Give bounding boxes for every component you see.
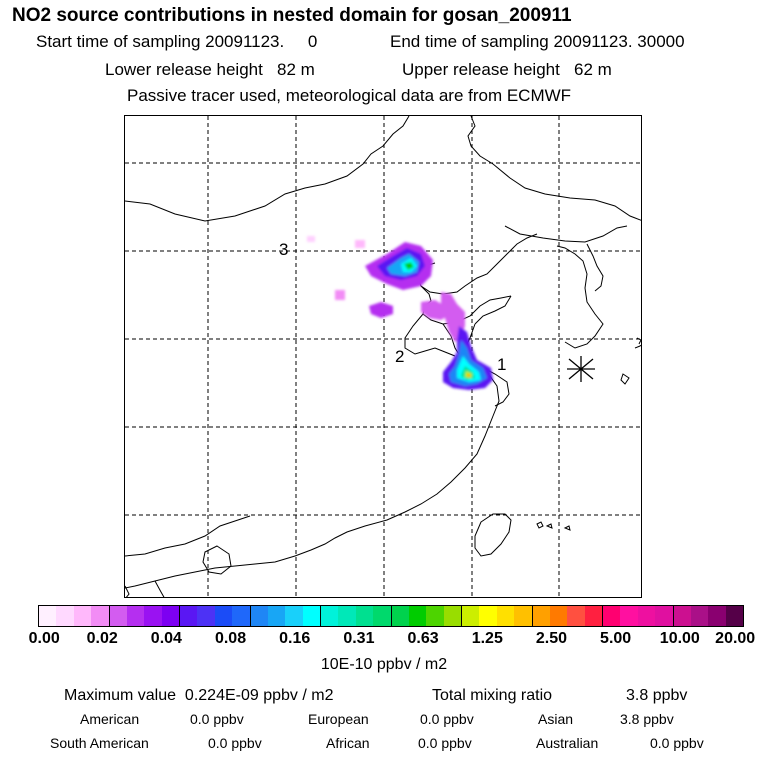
colorbar-cell — [532, 606, 550, 626]
colorbar-cell — [285, 606, 303, 626]
colorbar-cell — [620, 606, 638, 626]
colorbar-cell — [267, 606, 286, 626]
map-title: NO2 source contributions in nested domai… — [12, 5, 572, 26]
colorbar-cell — [637, 606, 656, 626]
sampling-end: End time of sampling 20091123. 30000 — [390, 32, 685, 51]
colorbar-tick-label: 0.04 — [150, 630, 182, 647]
colorbar-cell — [180, 606, 198, 626]
lat-lon-grid — [125, 116, 641, 597]
colorbar-cell — [338, 606, 356, 626]
colorbar-cell — [144, 606, 162, 626]
colorbar-cell — [250, 606, 268, 626]
map-canvas: 1 2 3 — [125, 116, 641, 597]
colorbar-tick-label: 0.31 — [343, 630, 375, 647]
colorbar-unit: 10E-10 ppbv / m2 — [320, 656, 448, 673]
colorbar-cell — [549, 606, 568, 626]
colorbar-tick-label: 20.00 — [715, 630, 756, 647]
colorbar-cell — [725, 606, 743, 626]
colorbar-cell — [355, 606, 374, 626]
colorbar-cell — [161, 606, 180, 626]
colorbar-cell — [214, 606, 233, 626]
colorbar-cell — [321, 606, 339, 626]
source-label-3: 3 — [279, 240, 288, 259]
region-african-name: African — [326, 735, 370, 751]
region-american-name: American — [80, 711, 140, 727]
total-mixing-label: Total mixing ratio — [432, 687, 553, 704]
total-mixing-value: 3.8 ppbv — [626, 687, 688, 704]
region-south-american-value: 0.0 ppbv — [208, 735, 262, 751]
colorbar-cell — [584, 606, 603, 626]
colorbar-cell — [91, 606, 110, 626]
colorbar-tick-label: 0.02 — [86, 630, 118, 647]
colorbar-tick-label: 0.08 — [214, 630, 247, 647]
colorbar-cell — [708, 606, 726, 626]
colorbar-tick-label: 0.63 — [407, 630, 439, 647]
colorbar-cell — [73, 606, 92, 626]
colorbar-cell — [197, 606, 215, 626]
colorbar-tick-label: 2.50 — [535, 630, 568, 647]
colorbar-cell — [109, 606, 127, 626]
colorbar-cell — [373, 606, 392, 626]
colorbar-cell — [39, 606, 57, 626]
sampling-start: Start time of sampling 20091123. 0 — [36, 32, 318, 51]
colorbar-tick-label: 0.16 — [279, 630, 311, 647]
region-european-name: European — [308, 711, 369, 727]
colorbar-tick-label: 5.00 — [600, 630, 632, 647]
colorbar-tick-label: 1.25 — [471, 630, 503, 647]
colorbar-cell — [514, 606, 533, 626]
colorbar-tick-label: 0.00 — [28, 630, 60, 647]
colorbar-cell — [56, 606, 74, 626]
region-australian-name: Australian — [536, 735, 599, 751]
map-panel: 1 2 3 — [124, 115, 642, 598]
colorbar-cell — [496, 606, 515, 626]
region-australian-value: 0.0 ppbv — [650, 735, 704, 751]
concentration-plumes — [307, 236, 493, 390]
colorbar-cell — [479, 606, 497, 626]
source-label-2: 2 — [395, 347, 404, 366]
colorbar-cell — [408, 606, 427, 626]
colorbar-cell — [690, 606, 709, 626]
colorbar-cell — [673, 606, 691, 626]
colorbar — [38, 605, 744, 627]
tracer-note: Passive tracer used, meteorological data… — [127, 86, 572, 105]
region-asian-name: Asian — [538, 711, 574, 727]
colorbar-tick-label: 10.00 — [659, 630, 700, 647]
lower-release-height: Lower release height 82 m — [105, 60, 315, 79]
colorbar-cell — [603, 606, 621, 626]
receptor-marker-icon — [567, 356, 595, 382]
colorbar-cell — [391, 606, 409, 626]
upper-release-height: Upper release height 62 m — [402, 60, 612, 79]
colorbar-cell — [232, 606, 251, 626]
colorbar-cell — [126, 606, 145, 626]
region-european-value: 0.0 ppbv — [420, 711, 474, 727]
colorbar-cell — [302, 606, 321, 626]
colorbar-cell — [443, 606, 462, 626]
region-south-american-name: South American — [50, 735, 149, 751]
region-african-value: 0.0 ppbv — [418, 735, 472, 751]
region-asian-value: 3.8 ppbv — [620, 711, 674, 727]
colorbar-cell — [655, 606, 674, 626]
colorbar-cell — [426, 606, 444, 626]
colorbar-cell — [462, 606, 480, 626]
maximum-value: Maximum value 0.224E-09 ppbv / m2 — [64, 687, 334, 704]
colorbar-cell — [567, 606, 585, 626]
region-american-value: 0.0 ppbv — [190, 711, 244, 727]
source-label-1: 1 — [497, 355, 506, 374]
